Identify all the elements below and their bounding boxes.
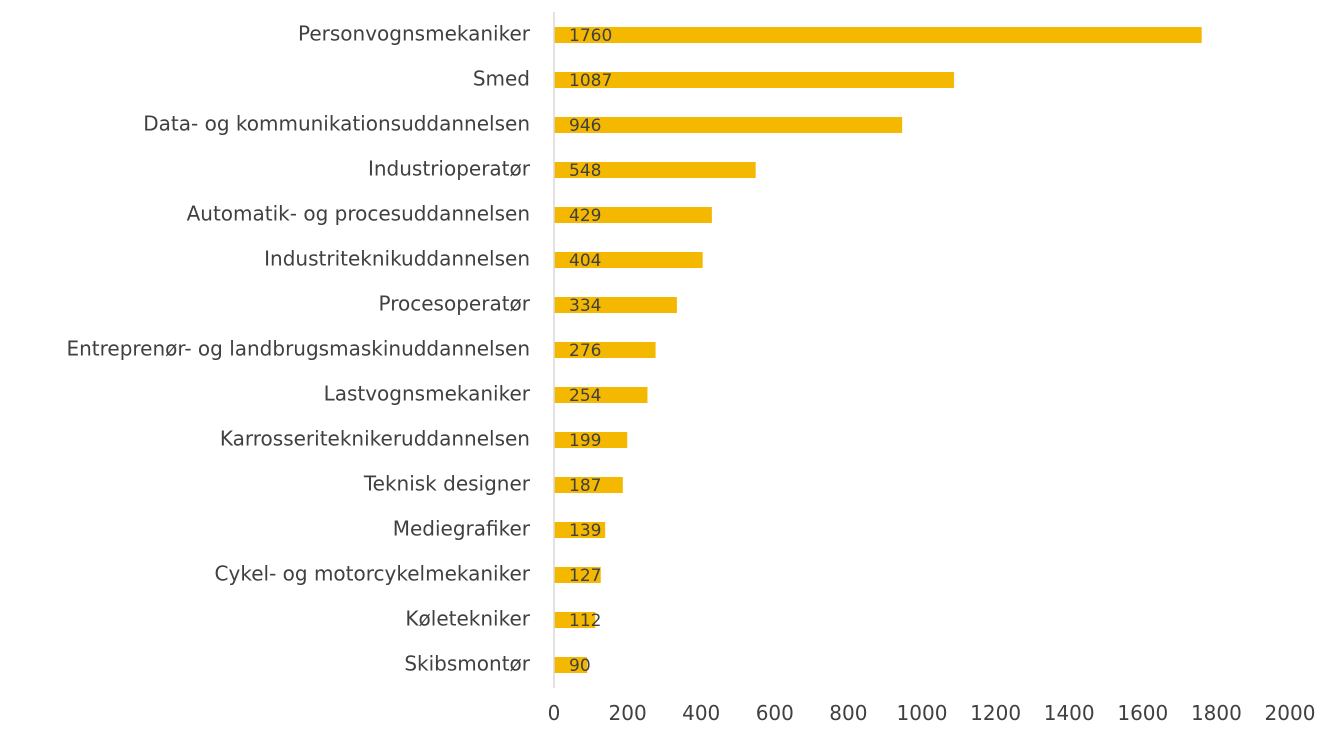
bar (554, 657, 588, 673)
x-tick-label: 200 (609, 701, 647, 725)
data-label: 254 (569, 386, 601, 406)
category-label: Entreprenør- og landbrugsmaskinuddannels… (66, 337, 530, 361)
category-label: Skibsmontør (404, 652, 530, 676)
category-labels: Personvognsmekaniker Smed Data- og kommuni… (66, 22, 530, 676)
data-label: 1760 (569, 26, 612, 46)
x-tick-label: 600 (756, 701, 794, 725)
data-labels: 1760 1087 946 548 429 404 334 276 254 199 187 139 12… (569, 26, 612, 676)
data-label: 90 (569, 656, 591, 676)
category-label: Karrosseriteknikeruddannelsen (220, 427, 530, 451)
bar (554, 612, 596, 628)
bar (554, 567, 601, 583)
bar (554, 342, 656, 358)
data-label: 139 (569, 521, 601, 541)
bar (554, 432, 628, 448)
x-tick-label: 400 (682, 701, 720, 725)
bar (554, 207, 712, 223)
data-label: 548 (569, 161, 601, 181)
bar (554, 27, 1202, 43)
x-tick-label: 1600 (1117, 701, 1168, 725)
data-label: 429 (569, 206, 601, 226)
data-label: 187 (569, 476, 601, 496)
bar (554, 522, 606, 538)
category-label: Procesoperatør (379, 292, 531, 316)
x-tick-label: 1800 (1191, 701, 1242, 725)
data-label: 334 (569, 296, 601, 316)
category-label: Lastvognsmekaniker (324, 382, 531, 406)
x-tick-label: 1400 (1044, 701, 1095, 725)
x-tick-label: 1000 (897, 701, 948, 725)
category-label: Mediegrafiker (393, 517, 531, 541)
category-label: Industrioperatør (368, 157, 531, 181)
bar (554, 252, 703, 268)
category-label: Teknisk designer (363, 472, 531, 496)
bar (554, 387, 648, 403)
x-tick-label: 800 (829, 701, 867, 725)
data-label: 276 (569, 341, 601, 361)
bar (554, 117, 903, 133)
category-label: Smed (473, 67, 530, 91)
x-tick-label: 2000 (1265, 701, 1316, 725)
bar (554, 162, 756, 178)
data-label: 404 (569, 251, 601, 271)
data-label: 127 (569, 566, 601, 586)
category-label: Industriteknikuddannelsen (264, 247, 530, 271)
bar (554, 297, 677, 313)
category-label: Køletekniker (405, 607, 530, 631)
data-label: 946 (569, 116, 601, 136)
x-axis-tick-labels: 0 200 400 600 800 1000 1200 1400 1600 1800 2000 (548, 701, 1316, 725)
x-tick-label: 1200 (970, 701, 1021, 725)
category-label: Personvognsmekaniker (298, 22, 531, 46)
bar (554, 477, 623, 493)
category-label: Cykel- og motorcykelmekaniker (215, 562, 531, 586)
category-label: Automatik- og procesuddannelsen (187, 202, 530, 226)
data-label: 112 (569, 611, 601, 631)
category-label: Data- og kommunikationsuddannelsen (143, 112, 530, 136)
x-tick-label: 0 (548, 701, 561, 725)
bars (554, 27, 1202, 673)
data-label: 199 (569, 431, 601, 451)
data-label: 1087 (569, 71, 612, 91)
bar (554, 72, 955, 88)
